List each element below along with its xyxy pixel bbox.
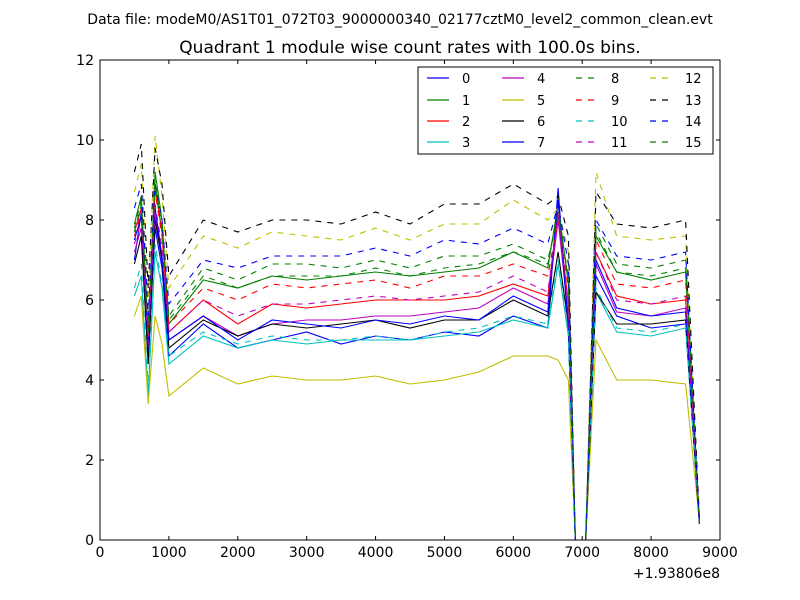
- y-tick-label: 12: [76, 53, 94, 69]
- legend-label-14: 14: [685, 115, 702, 130]
- x-tick-label: 4000: [358, 545, 394, 561]
- legend-label-3: 3: [462, 136, 470, 151]
- series-line-13: [133, 143, 700, 541]
- series-line-5: [133, 295, 700, 541]
- y-tick-label: 8: [85, 213, 94, 229]
- x-tick-label: 5000: [427, 545, 463, 561]
- y-tick-label: 0: [85, 533, 94, 549]
- x-tick-label: 0: [96, 545, 105, 561]
- legend-label-7: 7: [537, 136, 545, 151]
- series-line-15: [133, 183, 700, 541]
- chart-title: Quadrant 1 module wise count rates with …: [179, 38, 640, 58]
- x-tick-label: 6000: [496, 545, 532, 561]
- series-layer: [133, 135, 700, 541]
- y-tick-label: 2: [85, 453, 94, 469]
- legend-label-4: 4: [537, 72, 545, 87]
- legend-label-2: 2: [462, 115, 470, 130]
- y-tick-label: 4: [85, 373, 94, 389]
- legend-label-1: 1: [462, 94, 470, 109]
- legend-label-15: 15: [685, 136, 702, 151]
- legend-label-6: 6: [537, 115, 545, 130]
- y-tick-label: 10: [76, 133, 94, 149]
- y-tick-label: 6: [85, 293, 94, 309]
- series-line-10: [133, 243, 700, 541]
- x-tick-label: 1000: [151, 545, 187, 561]
- x-tick-label: 9000: [702, 545, 738, 561]
- x-axis: 0 1000 2000 3000 4000 5000 6000 7000 8000 9000: [96, 60, 738, 561]
- legend-label-12: 12: [685, 72, 702, 87]
- legend-label-0: 0: [462, 72, 470, 87]
- legend-label-10: 10: [611, 115, 628, 130]
- legend-label-5: 5: [537, 94, 545, 109]
- legend-label-8: 8: [611, 72, 619, 87]
- legend-box: [417, 66, 714, 155]
- x-tick-label: 3000: [289, 545, 325, 561]
- legend-label-9: 9: [611, 94, 619, 109]
- figure-suptitle: Data file: modeM0/AS1T01_072T03_90000003…: [87, 12, 713, 28]
- x-tick-label: 7000: [564, 545, 600, 561]
- legend-label-13: 13: [685, 94, 702, 109]
- x-offset-label: +1.93806e8: [633, 566, 720, 582]
- x-tick-label: 8000: [633, 545, 669, 561]
- x-tick-label: 2000: [220, 545, 256, 561]
- legend-label-11: 11: [611, 136, 628, 151]
